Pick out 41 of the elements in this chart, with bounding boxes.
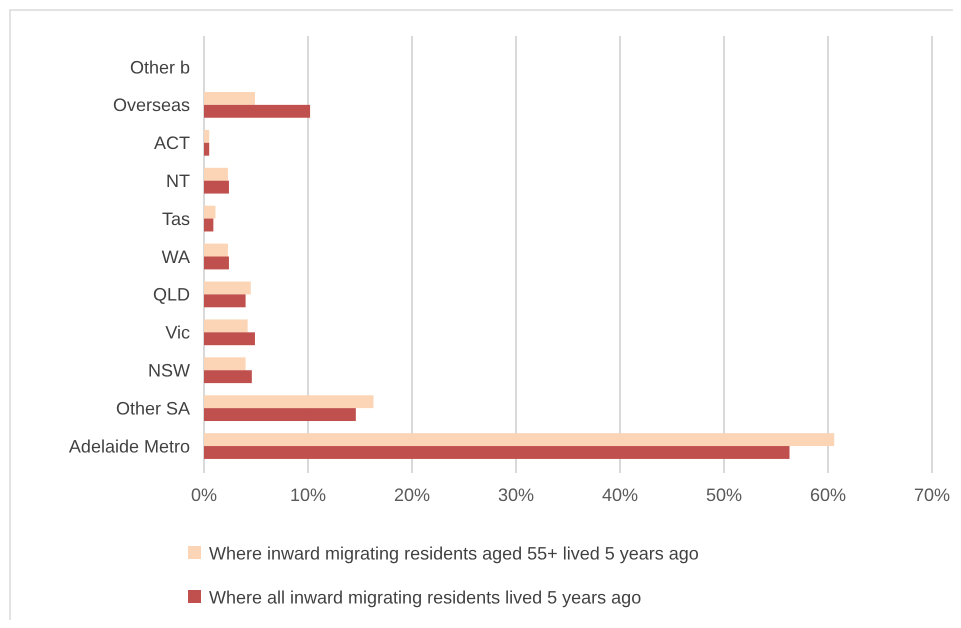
y-tick-label: ACT: [154, 133, 190, 154]
bar: [204, 244, 228, 256]
y-tick-label: Other b: [130, 57, 190, 78]
bar: [204, 218, 214, 232]
bar: [204, 370, 252, 384]
bar: [204, 180, 229, 194]
x-tick-label: 20%: [394, 485, 430, 505]
bar: [204, 92, 255, 105]
y-tick-label: QLD: [152, 284, 190, 305]
bar: [204, 168, 228, 181]
legend-label: Where inward migrating residents aged 55+ lived 5 years ago: [209, 543, 699, 564]
bar: [204, 104, 310, 118]
bar: [204, 319, 248, 332]
bar: [204, 206, 216, 219]
y-tick-label: NT: [166, 170, 190, 191]
bar: [204, 446, 790, 459]
x-tick-label: 40%: [602, 485, 638, 505]
y-tick-label: Overseas: [112, 95, 190, 116]
x-tick-label: 70%: [914, 485, 950, 505]
bar: [204, 256, 229, 270]
bar: [204, 408, 356, 422]
y-tick-label: Vic: [165, 322, 190, 343]
bar: [204, 357, 246, 370]
y-tick-label: WA: [162, 246, 190, 267]
x-tick-label: 30%: [498, 485, 534, 505]
bar: [204, 142, 210, 156]
x-tick-label: 60%: [810, 485, 846, 505]
x-tick-label: 0%: [190, 485, 218, 505]
x-tick-label: 10%: [290, 485, 326, 505]
y-tick-label: Other SA: [116, 398, 190, 418]
bar: [204, 395, 374, 408]
y-tick-label: Tas: [162, 208, 190, 229]
bar: [204, 294, 246, 308]
bar: [204, 130, 210, 143]
y-tick-label: Adelaide Metro: [68, 436, 190, 456]
legend-label: Where all inward migrating residents lived 5 years ago: [209, 587, 642, 608]
bar: [204, 433, 834, 446]
bar: [204, 332, 255, 346]
y-tick-label: NSW: [148, 360, 190, 381]
bar: [204, 282, 251, 294]
x-tick-label: 50%: [706, 485, 742, 505]
